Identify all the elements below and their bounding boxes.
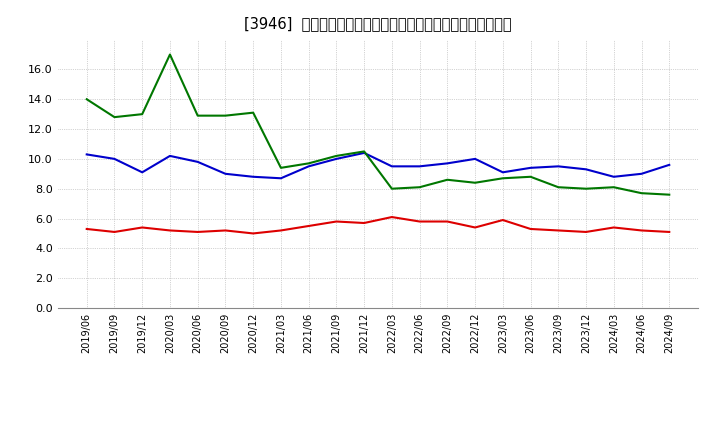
買入債務回転率 xyxy=(415,164,424,169)
在庫回転率 xyxy=(637,191,646,196)
在庫回転率 xyxy=(194,113,202,118)
売上債権回転率 xyxy=(637,228,646,233)
買入債務回転率 xyxy=(110,156,119,161)
在庫回転率 xyxy=(138,111,147,117)
買入債務回転率 xyxy=(554,164,562,169)
在庫回転率 xyxy=(471,180,480,185)
売上債権回転率 xyxy=(387,214,396,220)
売上債権回転率 xyxy=(82,226,91,231)
売上債権回転率 xyxy=(305,224,313,229)
在庫回転率 xyxy=(554,185,562,190)
在庫回転率 xyxy=(249,110,258,115)
在庫回転率 xyxy=(276,165,285,170)
買入債務回転率 xyxy=(471,156,480,161)
在庫回転率 xyxy=(665,192,674,197)
売上債権回転率 xyxy=(360,220,369,226)
売上債権回転率 xyxy=(332,219,341,224)
Line: 買入債務回転率: 買入債務回転率 xyxy=(86,153,670,178)
売上債権回転率 xyxy=(471,225,480,230)
売上債権回転率 xyxy=(415,219,424,224)
買入債務回転率 xyxy=(138,170,147,175)
買入債務回転率 xyxy=(582,167,590,172)
売上債権回転率 xyxy=(443,219,451,224)
在庫回転率 xyxy=(360,149,369,154)
売上債権回転率 xyxy=(166,228,174,233)
買入債務回転率 xyxy=(332,156,341,161)
在庫回転率 xyxy=(609,185,618,190)
買入債務回転率 xyxy=(637,171,646,176)
買入債務回転率 xyxy=(221,171,230,176)
売上債権回転率 xyxy=(138,225,147,230)
Line: 在庫回転率: 在庫回転率 xyxy=(86,55,670,194)
買入債務回転率 xyxy=(249,174,258,180)
売上債権回転率 xyxy=(526,226,535,231)
在庫回転率 xyxy=(387,186,396,191)
買入債務回転率 xyxy=(194,159,202,165)
在庫回転率 xyxy=(415,185,424,190)
在庫回転率 xyxy=(332,153,341,158)
Line: 売上債権回転率: 売上債権回転率 xyxy=(86,217,670,234)
売上債権回転率 xyxy=(110,229,119,235)
買入債務回転率 xyxy=(443,161,451,166)
売上債権回転率 xyxy=(554,228,562,233)
売上債権回転率 xyxy=(276,228,285,233)
買入債務回転率 xyxy=(609,174,618,180)
買入債務回転率 xyxy=(276,176,285,181)
在庫回転率 xyxy=(526,174,535,180)
買入債務回転率 xyxy=(305,164,313,169)
在庫回転率 xyxy=(110,114,119,120)
買入債務回転率 xyxy=(360,150,369,156)
在庫回転率 xyxy=(221,113,230,118)
在庫回転率 xyxy=(166,52,174,57)
在庫回転率 xyxy=(305,161,313,166)
Title: [3946]  売上債権回転率、買入債務回転率、在庫回転率の推移: [3946] 売上債権回転率、買入債務回転率、在庫回転率の推移 xyxy=(244,16,512,32)
売上債権回転率 xyxy=(249,231,258,236)
在庫回転率 xyxy=(82,97,91,102)
売上債権回転率 xyxy=(665,229,674,235)
買入債務回転率 xyxy=(166,153,174,158)
売上債権回転率 xyxy=(498,217,507,223)
買入債務回転率 xyxy=(387,164,396,169)
買入債務回転率 xyxy=(82,152,91,157)
買入債務回転率 xyxy=(526,165,535,170)
買入債務回転率 xyxy=(665,162,674,168)
在庫回転率 xyxy=(582,186,590,191)
売上債権回転率 xyxy=(221,228,230,233)
売上債権回転率 xyxy=(609,225,618,230)
売上債権回転率 xyxy=(582,229,590,235)
在庫回転率 xyxy=(443,177,451,183)
在庫回転率 xyxy=(498,176,507,181)
売上債権回転率 xyxy=(194,229,202,235)
買入債務回転率 xyxy=(498,170,507,175)
